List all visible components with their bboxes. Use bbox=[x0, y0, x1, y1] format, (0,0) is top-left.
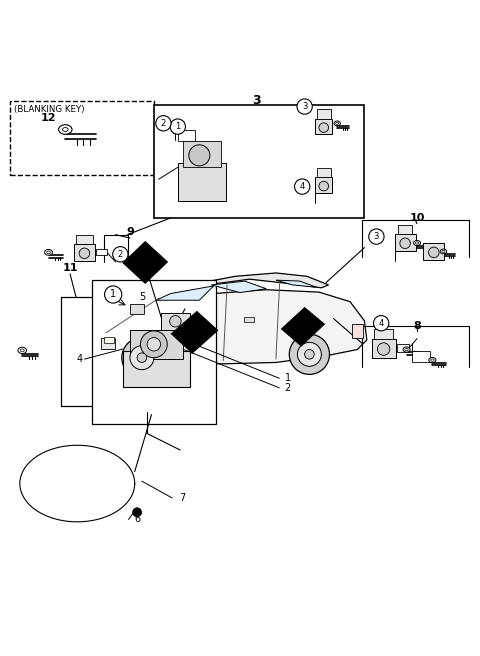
Bar bbox=[315, 119, 332, 134]
Bar bbox=[92, 280, 216, 424]
Ellipse shape bbox=[336, 122, 339, 125]
Bar bbox=[178, 131, 194, 141]
Ellipse shape bbox=[20, 349, 24, 352]
Bar bbox=[76, 235, 93, 244]
Bar bbox=[10, 100, 154, 175]
Ellipse shape bbox=[440, 249, 447, 254]
Polygon shape bbox=[211, 281, 266, 293]
Circle shape bbox=[369, 229, 384, 244]
Bar bbox=[101, 338, 115, 348]
Bar bbox=[412, 351, 431, 363]
Bar bbox=[352, 324, 363, 338]
Text: 4: 4 bbox=[77, 354, 83, 364]
Circle shape bbox=[297, 99, 312, 114]
Circle shape bbox=[305, 350, 314, 359]
Ellipse shape bbox=[414, 241, 420, 245]
Circle shape bbox=[130, 346, 154, 369]
Ellipse shape bbox=[442, 251, 445, 253]
Ellipse shape bbox=[45, 249, 52, 255]
Text: 1: 1 bbox=[175, 122, 180, 131]
Circle shape bbox=[295, 179, 310, 194]
Circle shape bbox=[319, 181, 328, 191]
Circle shape bbox=[79, 248, 90, 258]
Circle shape bbox=[133, 508, 142, 516]
Bar bbox=[397, 344, 409, 352]
Text: 2: 2 bbox=[161, 119, 166, 128]
Text: 5: 5 bbox=[139, 293, 145, 302]
Bar bbox=[398, 224, 412, 234]
Text: 2: 2 bbox=[285, 383, 291, 393]
Bar bbox=[178, 163, 226, 201]
Polygon shape bbox=[170, 311, 218, 354]
Circle shape bbox=[298, 342, 322, 366]
Circle shape bbox=[170, 119, 185, 134]
Bar bbox=[182, 141, 221, 167]
Polygon shape bbox=[276, 280, 317, 287]
Bar bbox=[395, 234, 416, 251]
Text: 2: 2 bbox=[118, 250, 123, 259]
Bar bbox=[96, 249, 107, 255]
Text: 9: 9 bbox=[126, 227, 134, 237]
Text: 3: 3 bbox=[252, 94, 261, 107]
Ellipse shape bbox=[18, 347, 26, 354]
Text: 8: 8 bbox=[413, 321, 421, 331]
Circle shape bbox=[373, 316, 389, 331]
Text: 4: 4 bbox=[379, 319, 384, 328]
Text: 3: 3 bbox=[302, 102, 307, 111]
Text: 1: 1 bbox=[285, 373, 291, 383]
Text: 1: 1 bbox=[110, 289, 116, 300]
Circle shape bbox=[156, 115, 171, 131]
Bar bbox=[374, 329, 393, 340]
Circle shape bbox=[319, 123, 328, 133]
Circle shape bbox=[189, 145, 210, 166]
Bar bbox=[372, 340, 396, 358]
Circle shape bbox=[113, 247, 128, 262]
Ellipse shape bbox=[416, 242, 419, 244]
Polygon shape bbox=[156, 286, 214, 300]
Circle shape bbox=[105, 286, 122, 303]
Polygon shape bbox=[281, 307, 325, 346]
Bar bbox=[173, 124, 183, 133]
Bar bbox=[317, 168, 331, 178]
Polygon shape bbox=[96, 290, 367, 364]
Text: 6: 6 bbox=[134, 514, 140, 524]
Bar bbox=[154, 106, 364, 218]
Bar bbox=[130, 330, 182, 359]
Circle shape bbox=[400, 238, 410, 249]
Ellipse shape bbox=[431, 359, 434, 361]
Ellipse shape bbox=[403, 347, 410, 352]
Text: (BLANKING KEY): (BLANKING KEY) bbox=[14, 105, 84, 113]
Circle shape bbox=[429, 247, 439, 258]
Bar bbox=[123, 352, 190, 387]
Text: 7: 7 bbox=[180, 493, 186, 503]
Bar bbox=[423, 243, 444, 260]
Bar bbox=[317, 110, 331, 119]
Bar bbox=[74, 244, 95, 261]
Circle shape bbox=[137, 353, 147, 363]
Ellipse shape bbox=[334, 121, 340, 126]
Circle shape bbox=[141, 331, 167, 358]
Circle shape bbox=[147, 338, 160, 351]
Ellipse shape bbox=[47, 251, 50, 254]
Circle shape bbox=[289, 334, 329, 375]
Text: 10: 10 bbox=[409, 213, 425, 223]
Polygon shape bbox=[152, 273, 328, 302]
Bar bbox=[244, 318, 254, 322]
Circle shape bbox=[122, 338, 162, 378]
Ellipse shape bbox=[59, 125, 72, 134]
Circle shape bbox=[169, 316, 181, 327]
Bar bbox=[104, 337, 114, 343]
Text: 4: 4 bbox=[300, 182, 305, 191]
Ellipse shape bbox=[405, 348, 408, 351]
Circle shape bbox=[377, 343, 390, 356]
Text: 12: 12 bbox=[41, 113, 56, 123]
Polygon shape bbox=[122, 241, 168, 284]
Ellipse shape bbox=[62, 127, 68, 131]
Bar bbox=[130, 304, 144, 314]
Text: 11: 11 bbox=[62, 263, 78, 273]
Bar bbox=[315, 178, 332, 193]
Ellipse shape bbox=[429, 358, 436, 363]
Bar bbox=[161, 313, 190, 330]
Text: 3: 3 bbox=[374, 232, 379, 241]
